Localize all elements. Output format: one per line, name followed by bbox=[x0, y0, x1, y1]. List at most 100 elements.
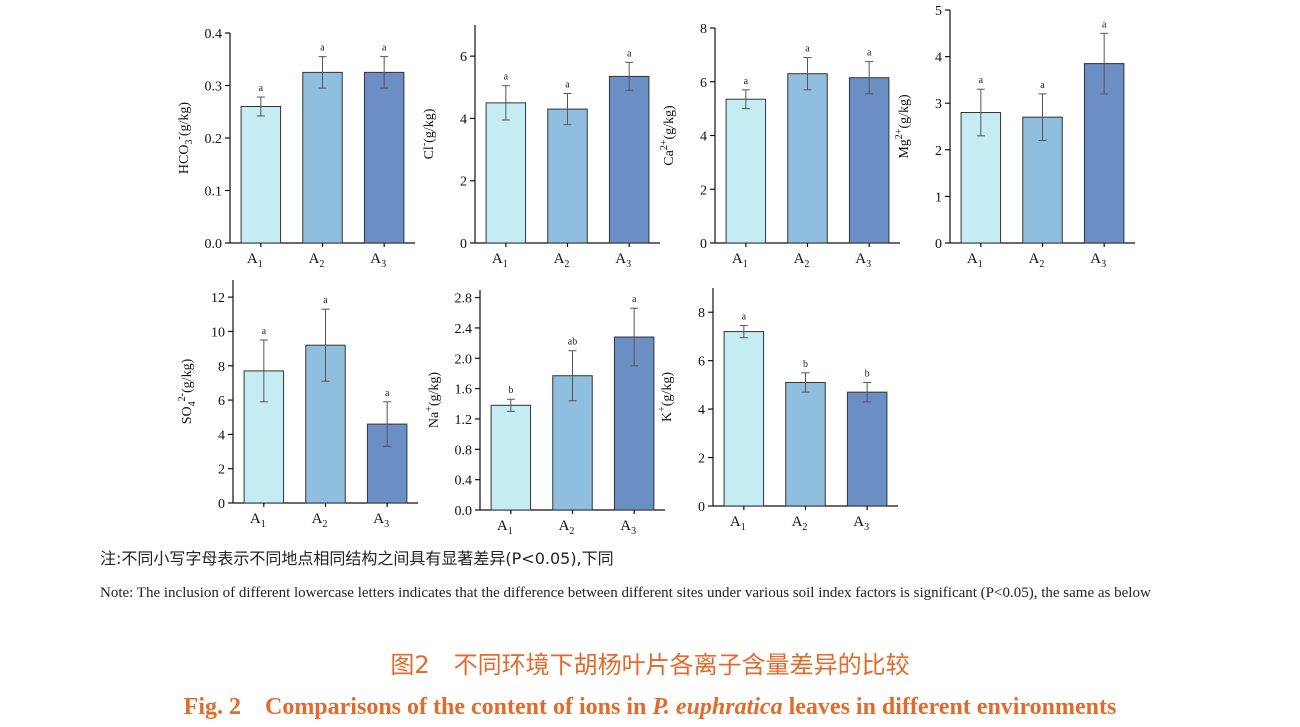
y-tick-label: 12 bbox=[211, 291, 225, 306]
y-tick-label: 0.0 bbox=[205, 237, 223, 252]
significance-label: a bbox=[565, 80, 570, 91]
chart-panel-4: 0 1 2 3 4 5 a A1 a A2 a A3 Mg2+(g/kg) bbox=[894, 4, 1135, 270]
note-english: Note: The inclusion of different lowerca… bbox=[100, 585, 1151, 601]
y-tick-label: 0 bbox=[218, 497, 225, 512]
chart-panel-3: 0 2 4 6 8 a A1 a A2 a A3 Ca2+(g/kg) bbox=[659, 22, 900, 270]
x-tick-label-A1: A1 bbox=[492, 251, 508, 270]
significance-label: a bbox=[382, 43, 387, 54]
significance-label: a bbox=[632, 294, 637, 305]
bar-A3 bbox=[848, 77, 890, 244]
significance-label: a bbox=[627, 48, 632, 59]
x-tick-label-A2: A2 bbox=[1029, 251, 1045, 270]
significance-label: a bbox=[742, 312, 747, 323]
significance-label: a bbox=[1040, 80, 1045, 91]
bar-A3 bbox=[363, 71, 405, 244]
x-tick-label-A2: A2 bbox=[559, 518, 575, 537]
y-axis-label: SO42-(g/kg) bbox=[177, 358, 198, 424]
chart-panel-7: 0 2 4 6 8 a A1 b A2 b A3 K+(g/kg) bbox=[657, 288, 898, 533]
bar-A2 bbox=[547, 108, 588, 244]
x-tick-label-A3: A3 bbox=[855, 251, 871, 270]
significance-label: b bbox=[508, 385, 513, 396]
y-tick-label: 6 bbox=[460, 50, 467, 65]
x-tick-label-A1: A1 bbox=[730, 514, 746, 533]
y-tick-label: 2.4 bbox=[455, 322, 473, 337]
bar-A3 bbox=[608, 75, 650, 244]
x-tick-label-A1: A1 bbox=[250, 511, 266, 530]
chart-panel-6: 0.0 0.4 0.8 1.2 1.6 2.0 2.4 2.8 b A1 ab A2 a A3 Na+(g/… bbox=[424, 290, 665, 537]
figure-title-species: P. euphratica bbox=[652, 694, 783, 720]
y-tick-label: 0.1 bbox=[205, 185, 223, 200]
y-tick-label: 2 bbox=[460, 175, 467, 190]
x-tick-label-A3: A3 bbox=[853, 514, 869, 533]
significance-label: a bbox=[259, 83, 264, 94]
chart-panel-1: 0.0 0.1 0.2 0.3 0.4 a A1 a A2 a A3 HCO3-(g/kg) bbox=[174, 27, 415, 270]
y-tick-label: 2 bbox=[700, 183, 707, 198]
y-tick-label: 1.2 bbox=[455, 413, 473, 428]
y-tick-label: 8 bbox=[698, 306, 705, 321]
y-tick-label: 3 bbox=[935, 97, 942, 112]
y-tick-label: 8 bbox=[700, 22, 707, 37]
x-tick-label-A1: A1 bbox=[967, 251, 983, 270]
significance-label: a bbox=[805, 44, 810, 55]
significance-label: b bbox=[803, 359, 808, 370]
significance-label: a bbox=[979, 75, 984, 86]
x-tick-label-A1: A1 bbox=[247, 251, 263, 270]
y-tick-label: 2.8 bbox=[455, 292, 473, 307]
bar-A2 bbox=[785, 381, 826, 507]
y-axis-label: Ca2+(g/kg) bbox=[659, 105, 677, 166]
y-tick-label: 2.0 bbox=[455, 352, 473, 367]
y-tick-label: 10 bbox=[211, 325, 225, 340]
y-tick-label: 6 bbox=[218, 394, 225, 409]
x-tick-label-A2: A2 bbox=[554, 251, 570, 270]
x-tick-label-A1: A1 bbox=[497, 518, 513, 537]
figure-area: 0.0 0.1 0.2 0.3 0.4 a A1 a A2 a A3 HCO3-(g/kg) 0 2 4 6 a… bbox=[174, 4, 1135, 537]
y-axis-label: Na+(g/kg) bbox=[424, 372, 442, 429]
x-tick-label-A3: A3 bbox=[373, 511, 389, 530]
y-tick-label: 0.3 bbox=[205, 80, 223, 95]
y-tick-label: 0 bbox=[935, 237, 942, 252]
bar-A1 bbox=[725, 98, 767, 244]
x-tick-label-A2: A2 bbox=[792, 514, 808, 533]
x-tick-label-A2: A2 bbox=[794, 251, 810, 270]
y-tick-label: 2 bbox=[218, 463, 225, 478]
bar-A2 bbox=[787, 73, 828, 244]
significance-label: a bbox=[385, 388, 390, 399]
bar-A2 bbox=[302, 71, 343, 244]
x-tick-label-A2: A2 bbox=[312, 511, 328, 530]
significance-label: a bbox=[744, 76, 749, 87]
y-axis-label: HCO3-(g/kg) bbox=[174, 102, 195, 174]
bar-A1 bbox=[485, 102, 527, 244]
y-tick-label: 0 bbox=[698, 500, 705, 515]
bar-A1 bbox=[723, 331, 765, 507]
y-tick-label: 4 bbox=[700, 130, 707, 145]
x-tick-label-A3: A3 bbox=[370, 251, 386, 270]
y-tick-label: 2 bbox=[698, 452, 705, 467]
figure-title-english-suffix: leaves in different environments bbox=[782, 694, 1117, 720]
y-tick-label: 0.0 bbox=[455, 504, 473, 519]
y-axis-label: Cl-(g/kg) bbox=[419, 108, 437, 159]
figure-title-chinese: 图2 不同环境下胡杨叶片各离子含量差异的比较 bbox=[390, 651, 910, 679]
significance-label: a bbox=[262, 326, 267, 337]
significance-label: a bbox=[867, 48, 872, 59]
bar-A1 bbox=[240, 106, 282, 244]
significance-label: a bbox=[320, 43, 325, 54]
figure-title-english: Fig. 2 Comparisons of the content of ion… bbox=[0, 686, 1300, 721]
x-tick-label-A3: A3 bbox=[620, 518, 636, 537]
y-tick-label: 2 bbox=[935, 144, 942, 159]
y-tick-label: 0.2 bbox=[205, 132, 223, 147]
y-tick-label: 6 bbox=[700, 76, 707, 91]
y-tick-label: 5 bbox=[935, 4, 942, 19]
significance-label: a bbox=[504, 72, 509, 83]
y-tick-label: 4 bbox=[698, 403, 705, 418]
y-tick-label: 1.6 bbox=[455, 383, 473, 398]
y-tick-label: 0.4 bbox=[205, 27, 223, 42]
significance-label: a bbox=[1102, 19, 1107, 30]
significance-label: a bbox=[323, 295, 328, 306]
y-tick-label: 4 bbox=[460, 112, 467, 127]
y-tick-label: 4 bbox=[218, 428, 225, 443]
y-tick-label: 0 bbox=[700, 237, 707, 252]
significance-label: ab bbox=[568, 337, 577, 348]
y-tick-label: 4 bbox=[935, 51, 942, 66]
chart-panel-2: 0 2 4 6 a A1 a A2 a A3 Cl-(g/kg) bbox=[419, 25, 660, 270]
x-tick-label-A3: A3 bbox=[1090, 251, 1106, 270]
